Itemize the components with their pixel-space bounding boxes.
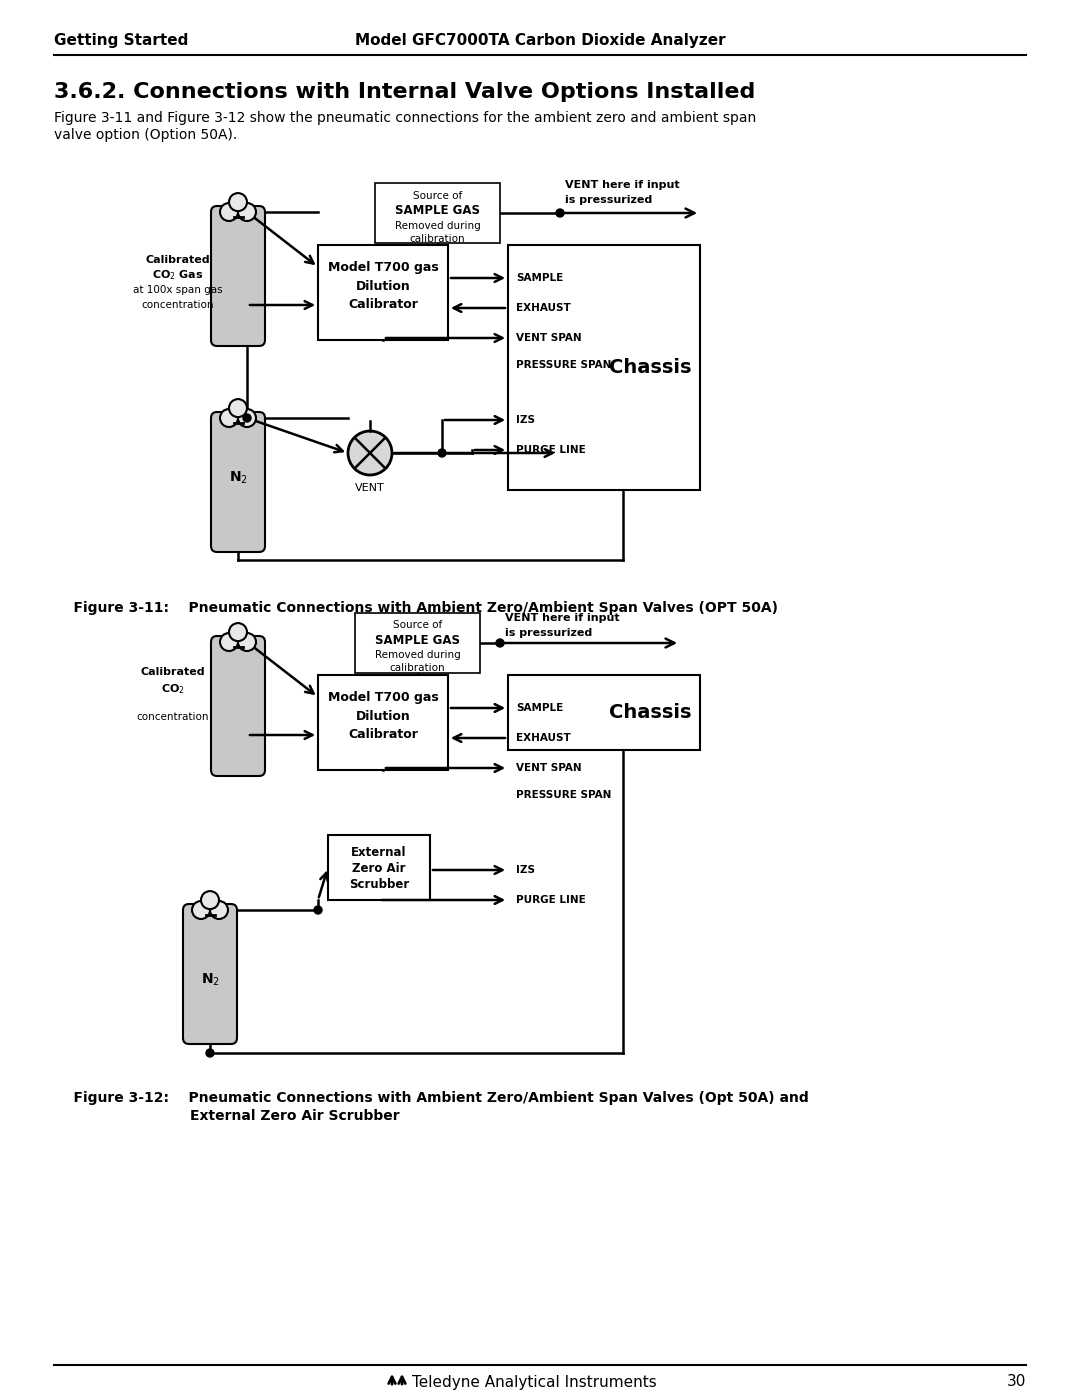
- Text: PRESSURE SPAN: PRESSURE SPAN: [516, 360, 611, 370]
- Text: 30: 30: [1007, 1375, 1026, 1390]
- Text: N$_2$: N$_2$: [229, 469, 247, 486]
- Circle shape: [201, 891, 219, 909]
- Circle shape: [243, 414, 251, 422]
- FancyBboxPatch shape: [508, 675, 700, 750]
- Text: N$_2$: N$_2$: [201, 972, 219, 988]
- FancyBboxPatch shape: [375, 183, 500, 243]
- Text: VENT SPAN: VENT SPAN: [516, 332, 582, 344]
- FancyBboxPatch shape: [211, 636, 265, 775]
- Circle shape: [238, 633, 256, 651]
- Text: Removed during: Removed during: [394, 221, 481, 231]
- Text: PRESSURE SPAN: PRESSURE SPAN: [516, 789, 611, 800]
- Text: Source of: Source of: [393, 620, 442, 630]
- Circle shape: [220, 633, 238, 651]
- Text: Getting Started: Getting Started: [54, 32, 188, 47]
- Text: at 100x span gas: at 100x span gas: [133, 285, 222, 295]
- Circle shape: [438, 448, 446, 457]
- Text: Calibrator: Calibrator: [348, 728, 418, 742]
- Text: Figure 3-11 and Figure 3-12 show the pneumatic connections for the ambient zero : Figure 3-11 and Figure 3-12 show the pne…: [54, 110, 756, 124]
- Text: 3.6.2. Connections with Internal Valve Options Installed: 3.6.2. Connections with Internal Valve O…: [54, 82, 755, 102]
- Text: concentration: concentration: [137, 712, 210, 722]
- Text: is pressurized: is pressurized: [505, 629, 592, 638]
- Text: External Zero Air Scrubber: External Zero Air Scrubber: [190, 1109, 400, 1123]
- Text: Scrubber: Scrubber: [349, 879, 409, 891]
- Text: concentration: concentration: [141, 300, 214, 310]
- Text: calibration: calibration: [390, 664, 445, 673]
- Circle shape: [556, 210, 564, 217]
- Text: SAMPLE GAS: SAMPLE GAS: [395, 204, 480, 218]
- Circle shape: [220, 203, 238, 221]
- Circle shape: [496, 638, 504, 647]
- Text: IZS: IZS: [516, 865, 535, 875]
- Circle shape: [238, 203, 256, 221]
- Text: EXHAUST: EXHAUST: [516, 303, 570, 313]
- Circle shape: [348, 432, 392, 475]
- Text: VENT: VENT: [355, 483, 384, 493]
- Text: Calibrator: Calibrator: [348, 299, 418, 312]
- Text: External: External: [351, 847, 407, 859]
- Text: Dilution: Dilution: [355, 281, 410, 293]
- Text: EXHAUST: EXHAUST: [516, 733, 570, 743]
- Text: valve option (Option 50A).: valve option (Option 50A).: [54, 129, 238, 142]
- Circle shape: [314, 907, 322, 914]
- Text: Model T700 gas: Model T700 gas: [327, 260, 438, 274]
- Circle shape: [238, 409, 256, 427]
- Circle shape: [210, 901, 228, 919]
- Text: Figure 3-12:    Pneumatic Connections with Ambient Zero/Ambient Span Valves (Opt: Figure 3-12: Pneumatic Connections with …: [54, 1091, 809, 1105]
- Text: Dilution: Dilution: [355, 711, 410, 724]
- Circle shape: [229, 193, 247, 211]
- FancyBboxPatch shape: [318, 244, 448, 339]
- Text: VENT here if input: VENT here if input: [505, 613, 620, 623]
- FancyBboxPatch shape: [355, 613, 480, 673]
- FancyBboxPatch shape: [508, 244, 700, 490]
- Text: Removed during: Removed during: [375, 650, 460, 659]
- Text: is pressurized: is pressurized: [565, 196, 652, 205]
- Text: Source of: Source of: [413, 191, 462, 201]
- Text: Chassis: Chassis: [609, 358, 692, 377]
- Text: Model GFC7000TA Carbon Dioxide Analyzer: Model GFC7000TA Carbon Dioxide Analyzer: [354, 32, 726, 47]
- Text: SAMPLE: SAMPLE: [516, 272, 564, 284]
- Circle shape: [229, 400, 247, 418]
- Text: VENT SPAN: VENT SPAN: [516, 763, 582, 773]
- Text: VENT here if input: VENT here if input: [565, 180, 679, 190]
- FancyBboxPatch shape: [211, 412, 265, 552]
- Circle shape: [220, 409, 238, 427]
- Text: Calibrated: Calibrated: [140, 666, 205, 678]
- Text: PURGE LINE: PURGE LINE: [516, 895, 585, 905]
- FancyBboxPatch shape: [183, 904, 237, 1044]
- Circle shape: [206, 1049, 214, 1058]
- Text: Calibrated: Calibrated: [146, 256, 211, 265]
- Text: calibration: calibration: [409, 235, 465, 244]
- Text: Zero Air: Zero Air: [352, 862, 406, 876]
- FancyBboxPatch shape: [211, 205, 265, 346]
- Text: CO$_2$: CO$_2$: [161, 682, 185, 696]
- FancyBboxPatch shape: [328, 835, 430, 900]
- FancyBboxPatch shape: [318, 675, 448, 770]
- Text: SAMPLE GAS: SAMPLE GAS: [375, 633, 460, 647]
- Text: Model T700 gas: Model T700 gas: [327, 690, 438, 704]
- Text: CO$_2$ Gas: CO$_2$ Gas: [152, 268, 204, 282]
- Text: Teledyne Analytical Instruments: Teledyne Analytical Instruments: [411, 1375, 657, 1390]
- Text: PURGE LINE: PURGE LINE: [516, 446, 585, 455]
- Text: IZS: IZS: [516, 415, 535, 425]
- Text: SAMPLE: SAMPLE: [516, 703, 564, 712]
- Circle shape: [192, 901, 210, 919]
- Text: Figure 3-11:    Pneumatic Connections with Ambient Zero/Ambient Span Valves (OPT: Figure 3-11: Pneumatic Connections with …: [54, 601, 778, 615]
- Circle shape: [229, 623, 247, 641]
- Text: Chassis: Chassis: [609, 703, 692, 722]
